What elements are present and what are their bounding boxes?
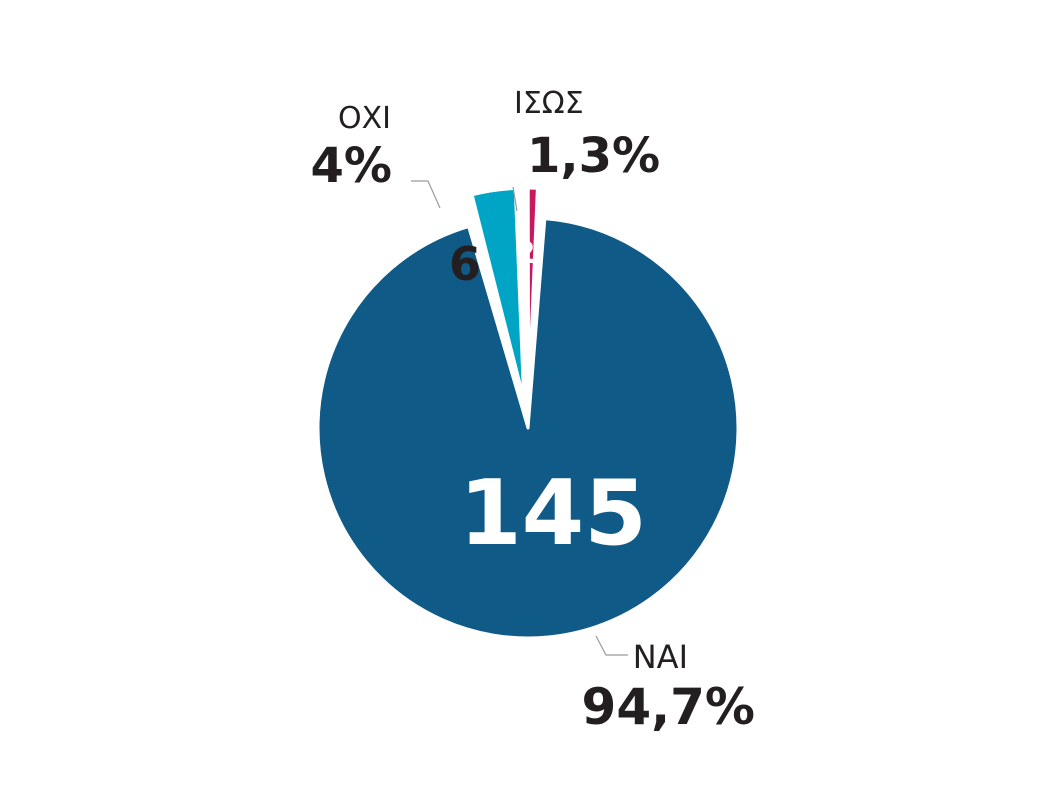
slice-nai [316, 217, 740, 640]
slice-count-oxi: 6 [449, 237, 481, 291]
slice-count-isos: 2 [515, 236, 536, 271]
slice-label-nai: ΝΑΙ [633, 638, 688, 676]
leader-line-oxi [411, 180, 441, 209]
slice-percent-nai: 94,7% [582, 678, 755, 736]
slice-label-oxi: ΟΧΙ [338, 101, 391, 136]
pie-labels: 145 ΝΑΙ 94,7% 6 ΟΧΙ 4% 2 ΙΣΩΣ 1,3% [311, 86, 756, 736]
slice-oxi [470, 186, 526, 400]
leader-line-isos [512, 186, 518, 212]
slice-percent-isos: 1,3% [527, 128, 660, 184]
leader-lines [411, 180, 628, 656]
slice-percent-oxi: 4% [311, 138, 393, 194]
slice-isos [526, 186, 539, 400]
pie-slices [316, 186, 740, 640]
slice-count-nai: 145 [459, 461, 647, 566]
slice-label-isos: ΙΣΩΣ [514, 86, 584, 121]
leader-line-nai [595, 635, 628, 656]
